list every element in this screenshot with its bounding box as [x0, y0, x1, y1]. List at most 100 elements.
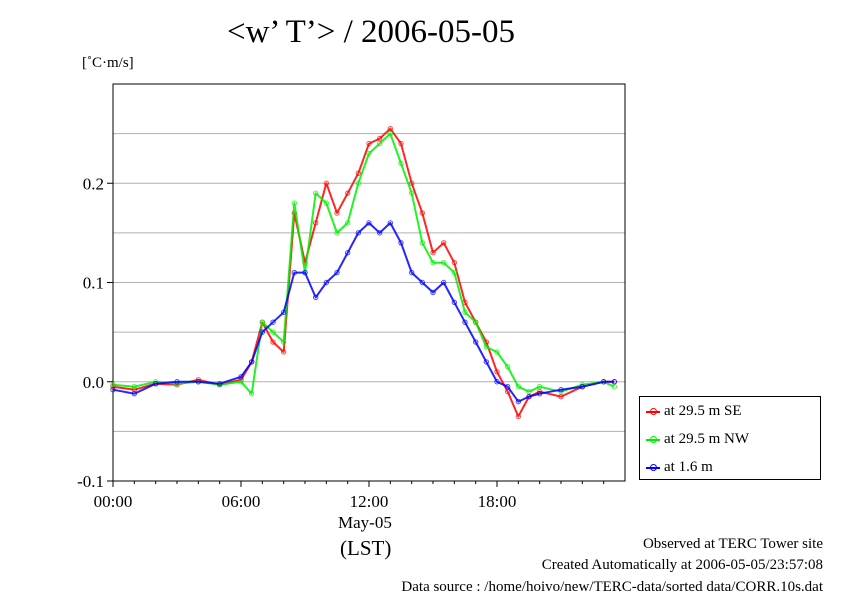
data-point-0: [376, 135, 383, 142]
y-tick-label: 0.0: [83, 373, 104, 392]
data-point-0: [270, 339, 276, 345]
data-point-1: [259, 319, 266, 325]
data-point-0: [419, 210, 426, 216]
data-point-0: [280, 349, 287, 355]
data-point-0: [504, 388, 511, 395]
x-tick-label: 12:00: [350, 492, 389, 511]
data-point-0: [366, 140, 372, 147]
data-point-0: [515, 413, 522, 420]
data-point-2: [376, 230, 383, 236]
series-line-1: [112, 132, 615, 395]
data-point-2: [355, 230, 362, 236]
data-point-1: [440, 259, 447, 266]
data-point-2: [302, 269, 308, 276]
data-point-0: [312, 220, 319, 226]
data-point-1: [526, 388, 532, 395]
footer-source: Data source : /home/hoivo/new/TERC-data/…: [401, 579, 823, 595]
data-point-2: [334, 269, 340, 276]
series-line-0: [112, 127, 615, 418]
data-point-1: [280, 339, 287, 345]
legend-item-1-6m: at 1.6 m: [646, 459, 713, 476]
x-tick-label: 00:00: [94, 492, 133, 511]
legend-swatch-se: [646, 405, 660, 419]
legend-label-se: at 29.5 m SE: [664, 403, 742, 419]
data-point-2: [611, 379, 618, 385]
data-point-2: [558, 386, 564, 393]
data-point-1: [494, 349, 500, 355]
data-point-1: [611, 384, 618, 390]
x-tick-label: 06:00: [222, 492, 261, 511]
data-point-1: [504, 364, 511, 370]
data-point-1: [419, 240, 426, 246]
legend-item-se: at 29.5 m SE: [646, 403, 742, 420]
data-point-0: [440, 240, 447, 246]
data-point-0: [387, 125, 394, 132]
data-point-2: [536, 390, 543, 397]
data-point-2: [430, 289, 436, 296]
data-point-2: [451, 299, 458, 306]
data-point-1: [334, 230, 340, 236]
data-point-2: [259, 329, 266, 335]
y-tick-label: 0.2: [83, 174, 104, 193]
data-point-2: [398, 240, 404, 246]
data-point-2: [494, 379, 500, 385]
data-point-0: [334, 210, 340, 216]
data-point-1: [451, 269, 458, 276]
data-point-1: [131, 384, 138, 390]
data-point-0: [558, 393, 564, 400]
data-point-0: [323, 180, 330, 186]
x-axis-timezone-label: (LST): [340, 536, 392, 560]
data-point-1: [536, 384, 543, 390]
legend-swatch-1-6m: [646, 461, 660, 475]
data-point-0: [408, 180, 415, 186]
data-point-2: [216, 381, 223, 387]
data-point-0: [430, 250, 436, 256]
data-point-2: [291, 269, 298, 276]
data-point-1: [472, 319, 479, 325]
data-point-1: [376, 140, 383, 147]
data-point-2: [504, 384, 511, 390]
data-point-2: [238, 374, 244, 380]
data-point-2: [110, 386, 116, 393]
series-line-2: [112, 221, 615, 403]
footer-created: Created Automatically at 2006-05-05/23:5…: [541, 557, 823, 573]
data-point-2: [174, 379, 180, 385]
data-point-2: [483, 359, 490, 365]
legend: at 29.5 m SE at 29.5 m NW at 1.6 m: [639, 396, 821, 480]
data-point-1: [462, 309, 468, 315]
data-point-1: [344, 220, 351, 226]
data-point-2: [323, 279, 330, 286]
data-point-1: [408, 190, 415, 196]
x-tick-label: 18:00: [478, 492, 517, 511]
x-axis-date-label: May-05: [338, 513, 392, 532]
data-point-0: [355, 170, 362, 177]
data-point-2: [579, 384, 586, 390]
data-point-1: [312, 190, 319, 196]
data-point-1: [355, 180, 362, 186]
legend-swatch-nw: [646, 433, 660, 447]
data-point-1: [483, 344, 490, 350]
data-point-2: [366, 220, 372, 226]
data-point-2: [248, 359, 255, 365]
data-point-0: [494, 369, 500, 375]
legend-item-nw: at 29.5 m NW: [646, 431, 749, 448]
data-point-1: [291, 200, 298, 206]
data-point-2: [344, 250, 351, 256]
data-point-1: [398, 160, 404, 167]
legend-label-1-6m: at 1.6 m: [664, 459, 713, 475]
data-point-2: [419, 279, 426, 286]
data-point-1: [515, 384, 522, 390]
data-point-2: [526, 393, 532, 400]
data-point-1: [323, 200, 330, 206]
data-point-2: [387, 220, 394, 226]
chart-title: <w’ T’> / 2006-05-05: [226, 14, 516, 50]
data-point-2: [462, 319, 468, 325]
data-point-1: [387, 130, 394, 137]
data-point-2: [312, 294, 319, 301]
data-point-2: [472, 339, 479, 345]
data-point-1: [430, 259, 436, 266]
y-axis-unit-label: [˚C·m/s]: [82, 55, 134, 71]
data-point-2: [195, 379, 202, 385]
data-point-0: [398, 140, 404, 147]
legend-label-nw: at 29.5 m NW: [664, 431, 749, 447]
